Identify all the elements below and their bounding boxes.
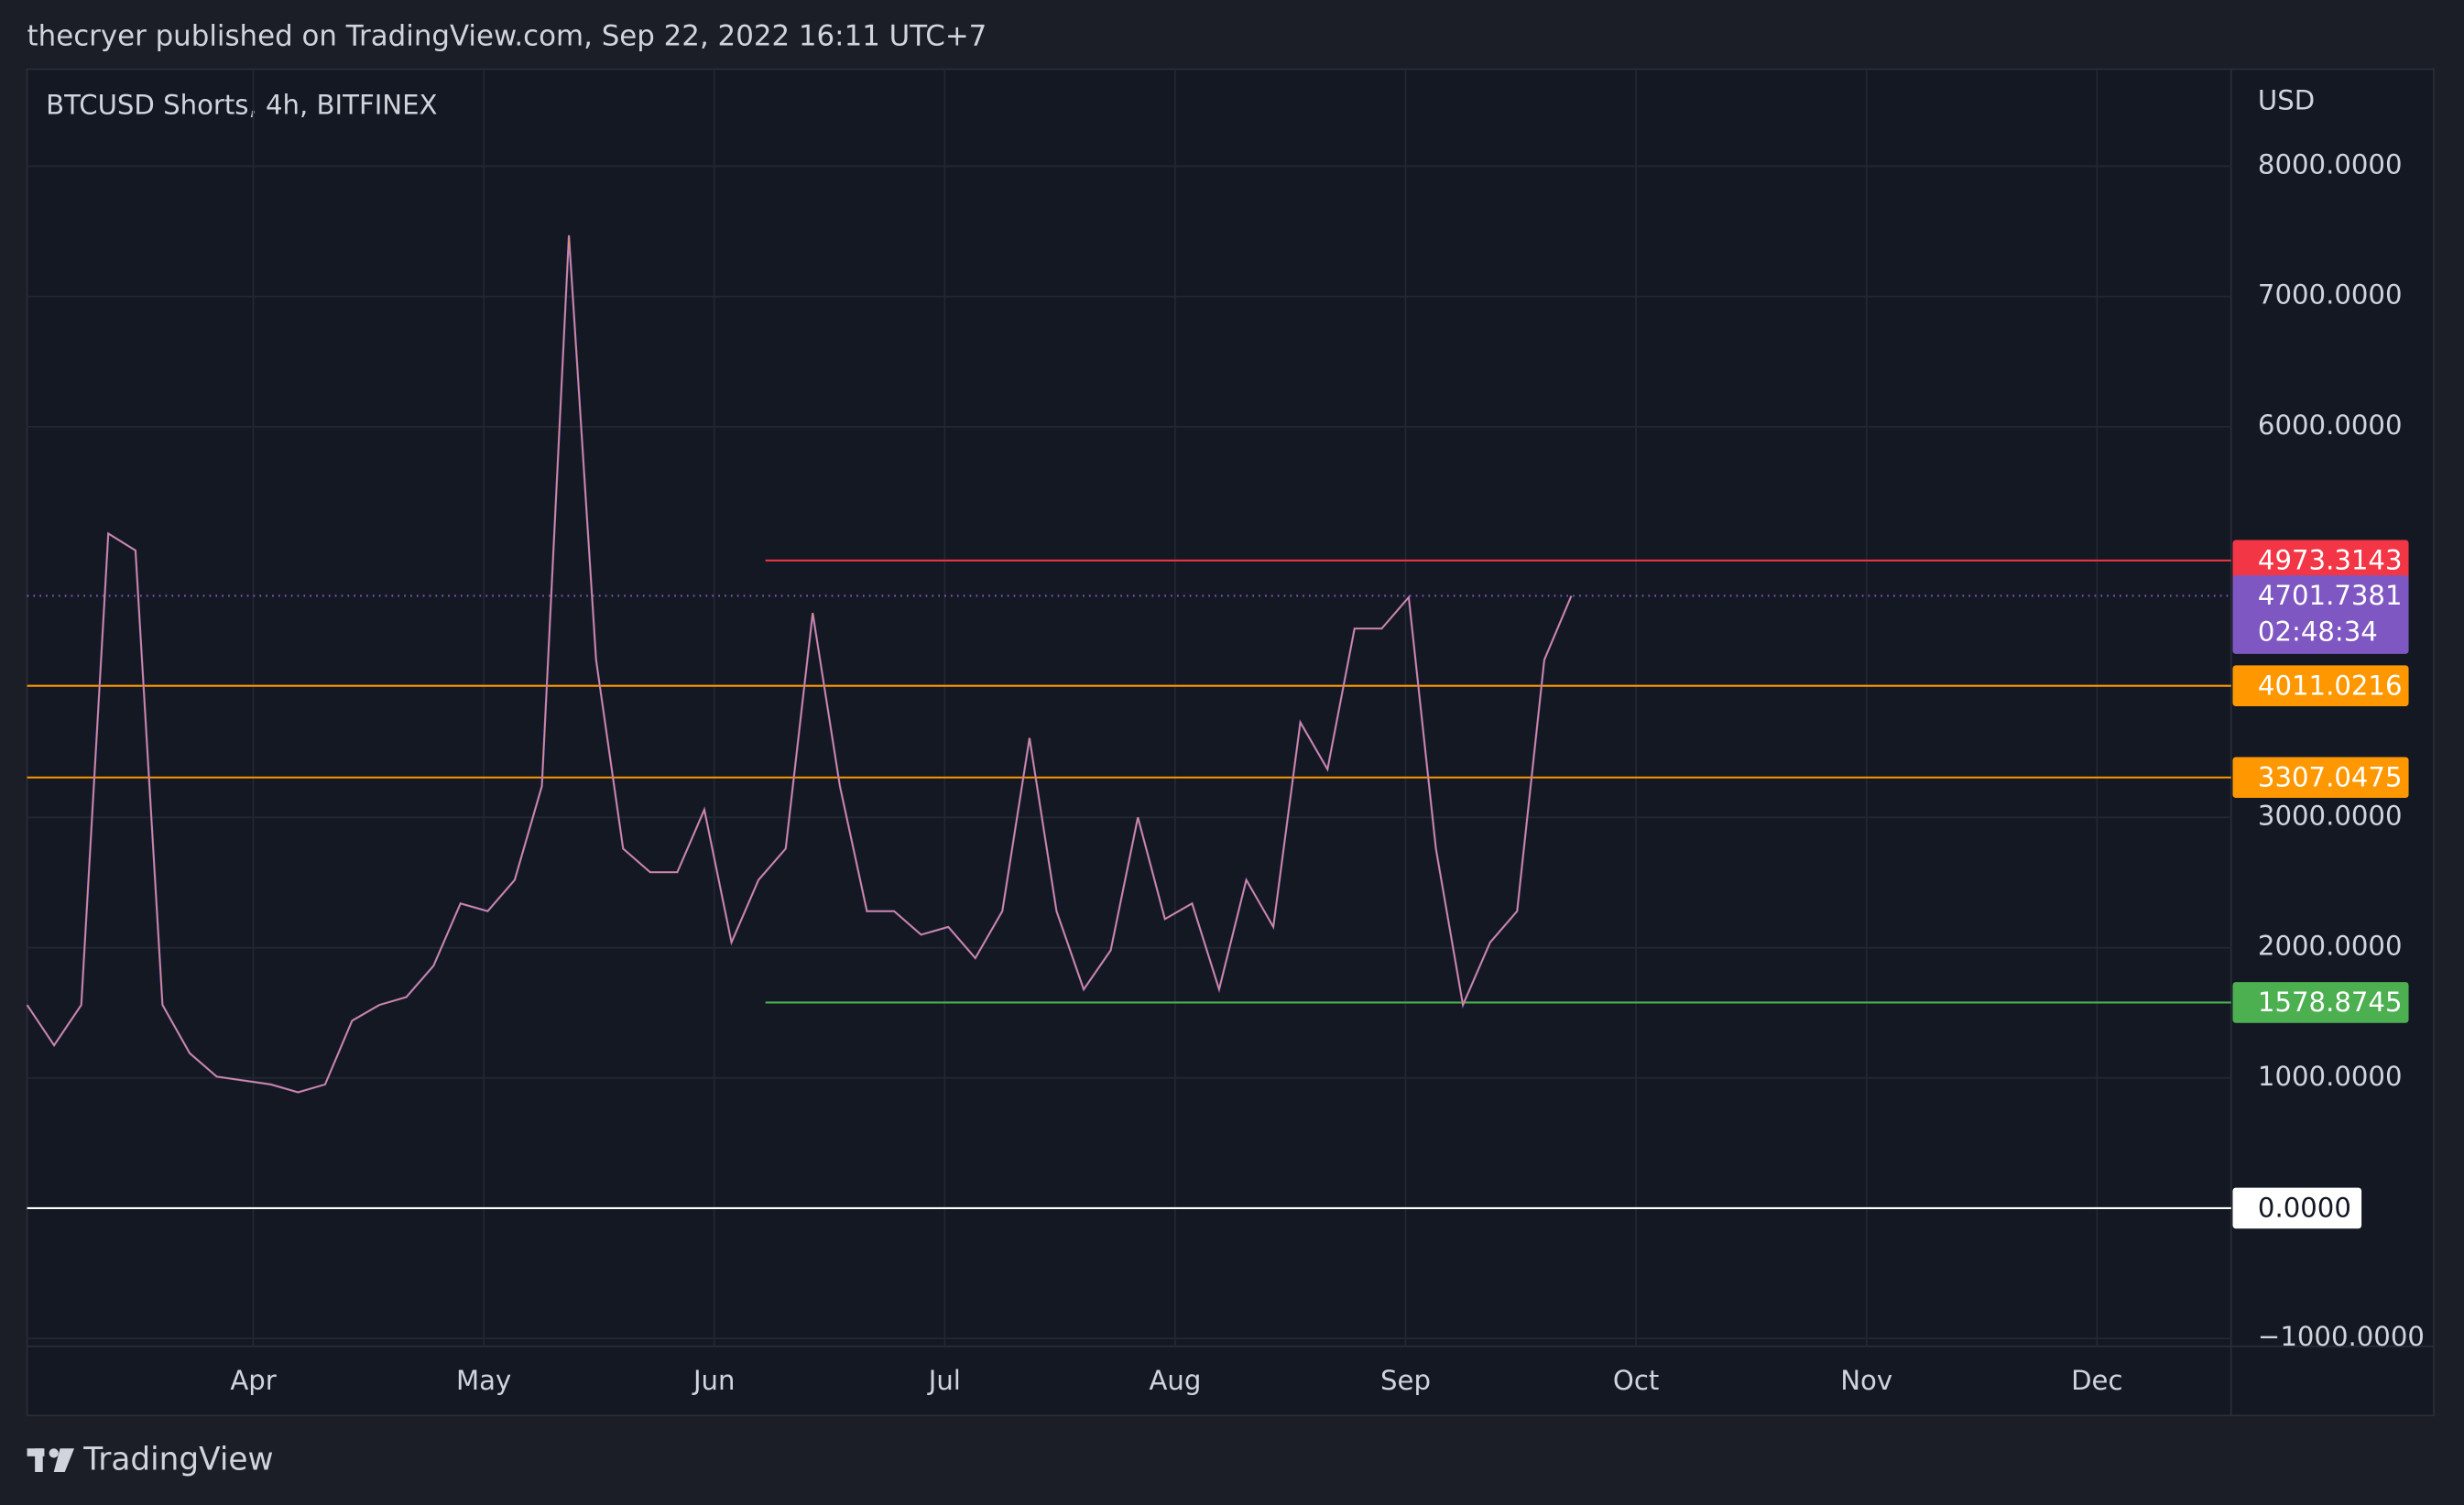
- x-tick-label: Nov: [1840, 1365, 1892, 1396]
- level-label-box: [2232, 665, 2409, 706]
- level-countdown: 02:48:34: [2258, 616, 2378, 648]
- level-label: 4973.3143: [2258, 545, 2403, 576]
- level-label: 4701.7381: [2258, 580, 2403, 611]
- level-label-box: [2232, 982, 2409, 1023]
- x-tick-label: Apr: [230, 1365, 276, 1396]
- level-label: 3307.0475: [2258, 761, 2403, 792]
- level-label: 0.0000: [2258, 1193, 2351, 1224]
- x-tick-label: Sep: [1380, 1365, 1431, 1396]
- y-tick-label: 6000.0000: [2258, 409, 2403, 441]
- chart-title: BTCUSD Shorts, 4h, BITFINEX: [46, 90, 437, 121]
- header: thecryer published on TradingView.com, S…: [27, 20, 987, 53]
- level-label-box: [2232, 575, 2409, 654]
- y-tick-label: −1000.0000: [2258, 1321, 2425, 1352]
- footer-brand: TradingView: [82, 1441, 273, 1478]
- x-tick-label: Aug: [1149, 1365, 1201, 1396]
- logo: [27, 1448, 75, 1472]
- level-label-box: [2232, 757, 2409, 799]
- x-tick-label: May: [456, 1365, 511, 1396]
- logo-dot: [49, 1448, 59, 1458]
- y-tick-label: 2000.0000: [2258, 931, 2403, 962]
- level-label: 4011.0216: [2258, 670, 2403, 701]
- x-tick-label: Jul: [927, 1365, 961, 1396]
- y-tick-label: 1000.0000: [2258, 1061, 2403, 1092]
- axis-unit: USD: [2258, 84, 2315, 115]
- level-label-box: [2232, 1187, 2362, 1229]
- x-tick-label: Oct: [1613, 1365, 1659, 1396]
- x-tick-label: Jun: [692, 1365, 736, 1396]
- y-tick-label: 7000.0000: [2258, 279, 2403, 311]
- logo-bar: [35, 1448, 43, 1472]
- y-tick-label: 8000.0000: [2258, 149, 2403, 180]
- x-tick-label: Dec: [2071, 1365, 2122, 1396]
- series-line-highlight: [27, 234, 1572, 1093]
- logo-shape: [53, 1448, 75, 1472]
- chart-panel: [26, 68, 2435, 1417]
- level-label-box: [2232, 540, 2409, 582]
- level-label: 1578.8745: [2258, 987, 2403, 1018]
- y-tick-label: 3000.0000: [2258, 800, 2403, 831]
